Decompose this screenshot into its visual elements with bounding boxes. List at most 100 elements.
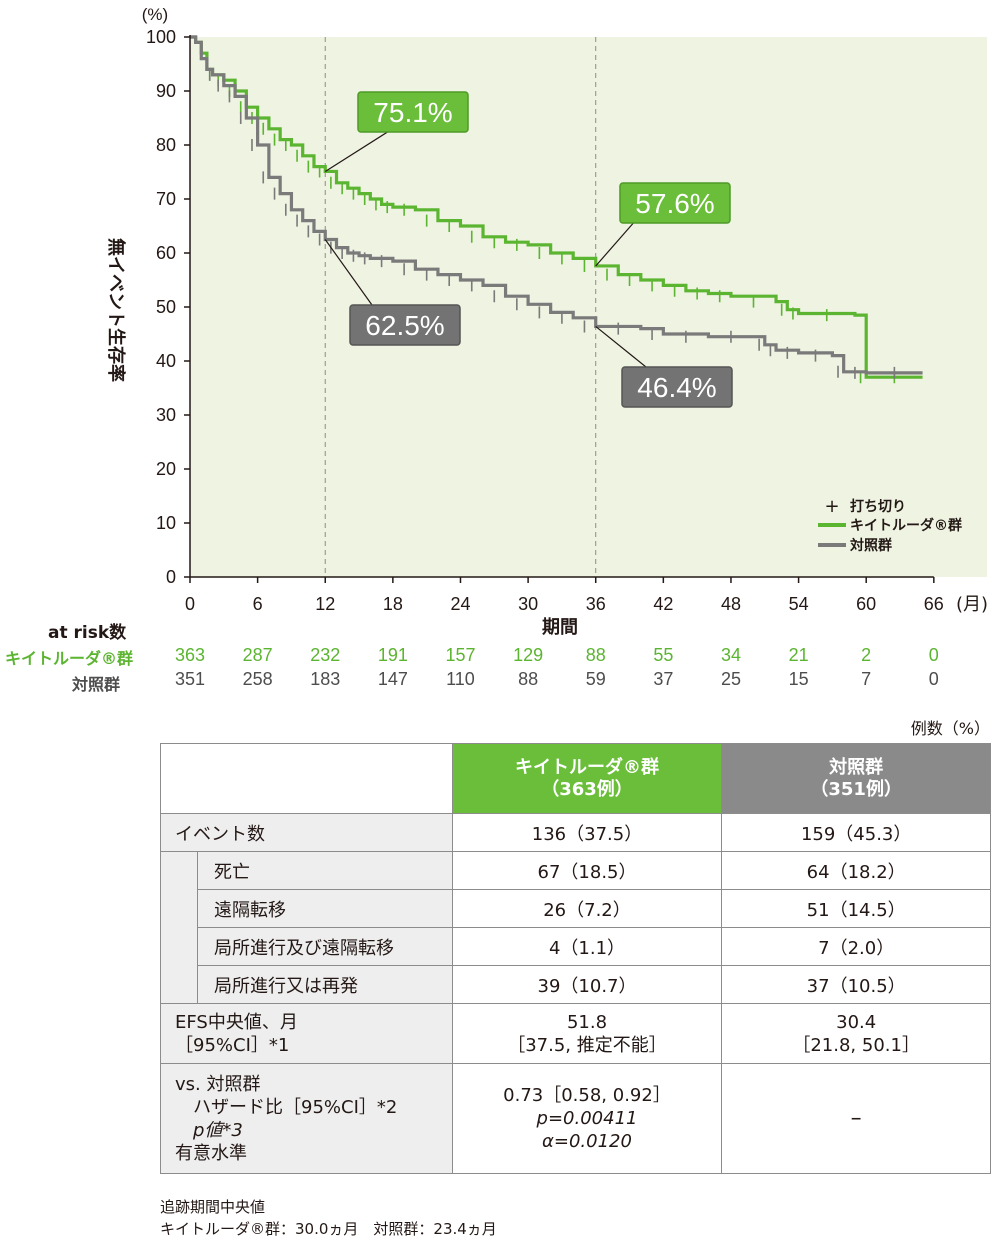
at-risk-value: 183 bbox=[310, 669, 341, 689]
annotation-box-0 bbox=[357, 91, 469, 133]
series-line-1 bbox=[190, 35, 923, 375]
y-tick-label-0: 0 bbox=[166, 567, 176, 587]
row-local-distant-keytruda: 4（1.1） bbox=[451, 927, 723, 966]
at-risk-value: 88 bbox=[518, 669, 539, 689]
row-efs-control: 30.4 ［21.8, 50.1］ bbox=[721, 1003, 991, 1064]
at-risk-value: 2 bbox=[861, 645, 872, 665]
header-control: 対照群 （351例） bbox=[721, 743, 991, 814]
row-events-control: 159（45.3） bbox=[721, 813, 991, 852]
at-risk-value: 110 bbox=[446, 669, 475, 689]
at-risk-value: 37 bbox=[653, 669, 674, 689]
annotation-leader-3 bbox=[595, 325, 647, 368]
header-keytruda-name: キイトルーダ®群 bbox=[515, 756, 659, 778]
row-distant-label: 遠隔転移 bbox=[196, 889, 453, 928]
at-risk-value: 88 bbox=[585, 645, 606, 665]
legend: + 打ち切り キイトルーダ®群 対照群 bbox=[818, 496, 962, 554]
y-tick-label-100: 100 bbox=[146, 27, 176, 47]
legend-censor-mark: + bbox=[824, 496, 839, 517]
row-efs-control-2: ［21.8, 50.1］ bbox=[792, 1034, 920, 1056]
legend-label-keytruda: キイトルーダ®群 bbox=[850, 517, 962, 534]
at-risk-value: 0 bbox=[928, 669, 939, 689]
row-vs-label-2: ハザード比［95%CI］*2 bbox=[193, 1096, 398, 1118]
annotation-label-1: 57.6% bbox=[635, 188, 714, 219]
at-risk-value: 232 bbox=[310, 645, 341, 665]
series-censor-marks-1 bbox=[208, 68, 896, 379]
annotation-label-0: 75.1% bbox=[373, 97, 452, 128]
row-vs-control: – bbox=[721, 1063, 991, 1174]
footer-line-1: 追跡期間中央値 bbox=[160, 1198, 266, 1216]
x-tick-label-66: 66 bbox=[924, 594, 944, 614]
row-vs-keytruda-3: α=0.0120 bbox=[542, 1131, 632, 1152]
x-tick-label-24: 24 bbox=[450, 594, 470, 614]
at-risk-value: 0 bbox=[928, 645, 939, 665]
at-risk-label-control: 対照群 bbox=[72, 675, 121, 694]
plot-background bbox=[190, 37, 987, 577]
at-risk-value: 191 bbox=[377, 645, 408, 665]
row-distant-keytruda: 26（7.2） bbox=[451, 889, 723, 928]
row-vs-label-3: p値*3 bbox=[193, 1119, 243, 1141]
at-risk-value: 258 bbox=[242, 669, 273, 689]
x-tick-label-42: 42 bbox=[653, 594, 673, 614]
y-unit-label: (%) bbox=[142, 5, 168, 24]
x-tick-label-0: 0 bbox=[185, 594, 195, 614]
annotation-label-2: 62.5% bbox=[365, 310, 444, 341]
row-efs-control-1: 30.4 bbox=[836, 1011, 877, 1033]
legend-censor-label: 打ち切り bbox=[850, 498, 906, 515]
at-risk-value: 34 bbox=[720, 645, 741, 665]
y-axis-title: 無イベント生存率 bbox=[105, 238, 127, 382]
y-tick-label-30: 30 bbox=[156, 405, 176, 425]
row-death-control: 64（18.2） bbox=[721, 851, 991, 890]
at-risk-value: 157 bbox=[445, 645, 476, 665]
header-keytruda: キイトルーダ®群 （363例） bbox=[451, 743, 723, 814]
at-risk-value: 129 bbox=[513, 645, 544, 665]
annotation-label-3: 46.4% bbox=[637, 372, 716, 403]
row-local-recur-label: 局所進行又は再発 bbox=[196, 965, 453, 1004]
at-risk-value: 59 bbox=[585, 669, 606, 689]
row-efs-keytruda-2: ［37.5, 推定不能］ bbox=[507, 1034, 667, 1056]
row-local-recur-control: 37（10.5） bbox=[721, 965, 991, 1004]
x-tick-label-48: 48 bbox=[721, 594, 741, 614]
x-tick-label-12: 12 bbox=[315, 594, 335, 614]
row-vs-label-4: 有意水準 bbox=[175, 1142, 247, 1164]
y-tick-label-90: 90 bbox=[156, 81, 176, 101]
x-tick-label-36: 36 bbox=[586, 594, 606, 614]
row-vs-label: vs. 対照群 ハザード比［95%CI］*2 p値*3 有意水準 bbox=[160, 1063, 453, 1174]
indent-spacer bbox=[160, 851, 198, 1004]
km-chart: 75.1%57.6%62.5%46.4% 0102030405060708090… bbox=[105, 5, 988, 638]
at-risk-value: 55 bbox=[653, 645, 674, 665]
table-unit-note: 例数（%） bbox=[910, 719, 990, 738]
row-local-recur-keytruda: 39（10.7） bbox=[451, 965, 723, 1004]
row-local-distant-label: 局所進行及び遠隔転移 bbox=[196, 927, 453, 966]
row-efs-label-2: ［95%CI］*1 bbox=[175, 1034, 290, 1056]
row-events-keytruda: 136（37.5） bbox=[451, 813, 723, 852]
at-risk-value: 287 bbox=[242, 645, 273, 665]
at-risk-value: 147 bbox=[377, 669, 408, 689]
efs-summary-table: キイトルーダ®群 （363例） 対照群 （351例） イベント数 136（37.… bbox=[160, 743, 991, 1174]
y-tick-label-20: 20 bbox=[156, 459, 176, 479]
header-control-name: 対照群 bbox=[829, 756, 884, 778]
y-tick-label-50: 50 bbox=[156, 297, 176, 317]
x-tick-label-54: 54 bbox=[789, 594, 809, 614]
at-risk-value: 15 bbox=[788, 669, 809, 689]
annotation-leader-2 bbox=[324, 239, 373, 306]
x-unit-label: (月) bbox=[956, 594, 988, 615]
at-risk-value: 351 bbox=[174, 669, 206, 689]
annotation-box-2 bbox=[349, 304, 461, 346]
annotation-box-3 bbox=[621, 366, 733, 408]
row-efs-label: EFS中央値、月 ［95%CI］*1 bbox=[160, 1003, 453, 1064]
row-efs-keytruda-1: 51.8 bbox=[566, 1011, 608, 1033]
row-distant-control: 51（14.5） bbox=[721, 889, 991, 928]
x-tick-label-6: 6 bbox=[253, 594, 263, 614]
at-risk-value: 21 bbox=[788, 645, 809, 665]
at-risk-row-keytruda: 363 287 232 191 157 129 88 55 34 21 2 0 bbox=[0, 645, 1000, 669]
y-tick-label-80: 80 bbox=[156, 135, 176, 155]
row-efs-label-1: EFS中央値、月 bbox=[175, 1011, 298, 1033]
row-death-label: 死亡 bbox=[196, 851, 453, 890]
y-tick-label-10: 10 bbox=[156, 513, 176, 533]
legend-label-control: 対照群 bbox=[849, 537, 892, 554]
at-risk-title: at risk数 bbox=[48, 623, 127, 643]
y-tick-label-40: 40 bbox=[156, 351, 176, 371]
row-vs-keytruda: 0.73［0.58, 0.92］ p=0.00411 α=0.0120 bbox=[451, 1063, 723, 1174]
row-vs-keytruda-1: 0.73［0.58, 0.92］ bbox=[503, 1085, 671, 1106]
x-tick-label-60: 60 bbox=[856, 594, 876, 614]
